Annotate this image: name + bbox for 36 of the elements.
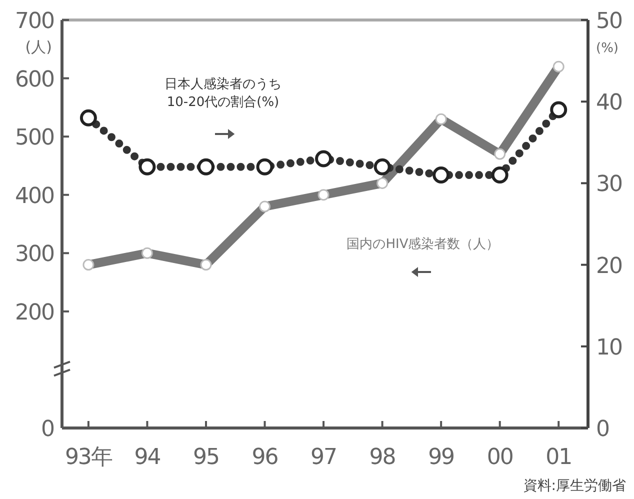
y-tick-label: 200 [15,300,54,326]
text: 国内のHIV感染者数（人） [346,236,500,254]
x-tick-label: 01 [546,445,572,470]
y2-tick-label: 20 [596,254,622,279]
y2-tick-label: 40 [596,90,622,116]
y-tick-label: 300 [15,242,54,268]
x-tick-label: 95 [192,445,219,470]
point [550,101,568,118]
x-tick-label: 00 [486,445,513,470]
point [256,158,274,176]
point [197,158,214,176]
text: 資料:厚生労働省 [523,478,626,494]
text: 日本人感染者のうち10-20代の割合(%) [164,76,282,112]
y-axis-title: (人) [25,38,52,56]
y2-tick-label: 30 [596,172,622,198]
y2-axis-title: (%) [596,41,618,56]
x-tick-label: 93年 [64,445,113,470]
y-tick-label: 500 [15,126,54,151]
y2-tick-label: 50 [596,9,622,34]
point [138,158,156,176]
x-tick-label: 97 [310,445,337,470]
y-tick-label: 400 [15,184,54,209]
point [315,150,332,168]
point [80,109,97,126]
x-tick-label: 98 [369,445,396,470]
y-tick-label: 700 [15,9,54,34]
y2-tick-label: 0 [596,417,609,442]
point [491,166,508,184]
y2-tick-label: 10 [596,335,622,360]
y-tick-label: 600 [15,67,54,92]
x-tick-label: 96 [252,445,278,470]
point [374,158,391,176]
y-tick-label: 0 [41,417,54,442]
x-tick-label: 99 [428,445,454,470]
point [432,166,450,184]
x-tick-label: 94 [134,445,160,470]
